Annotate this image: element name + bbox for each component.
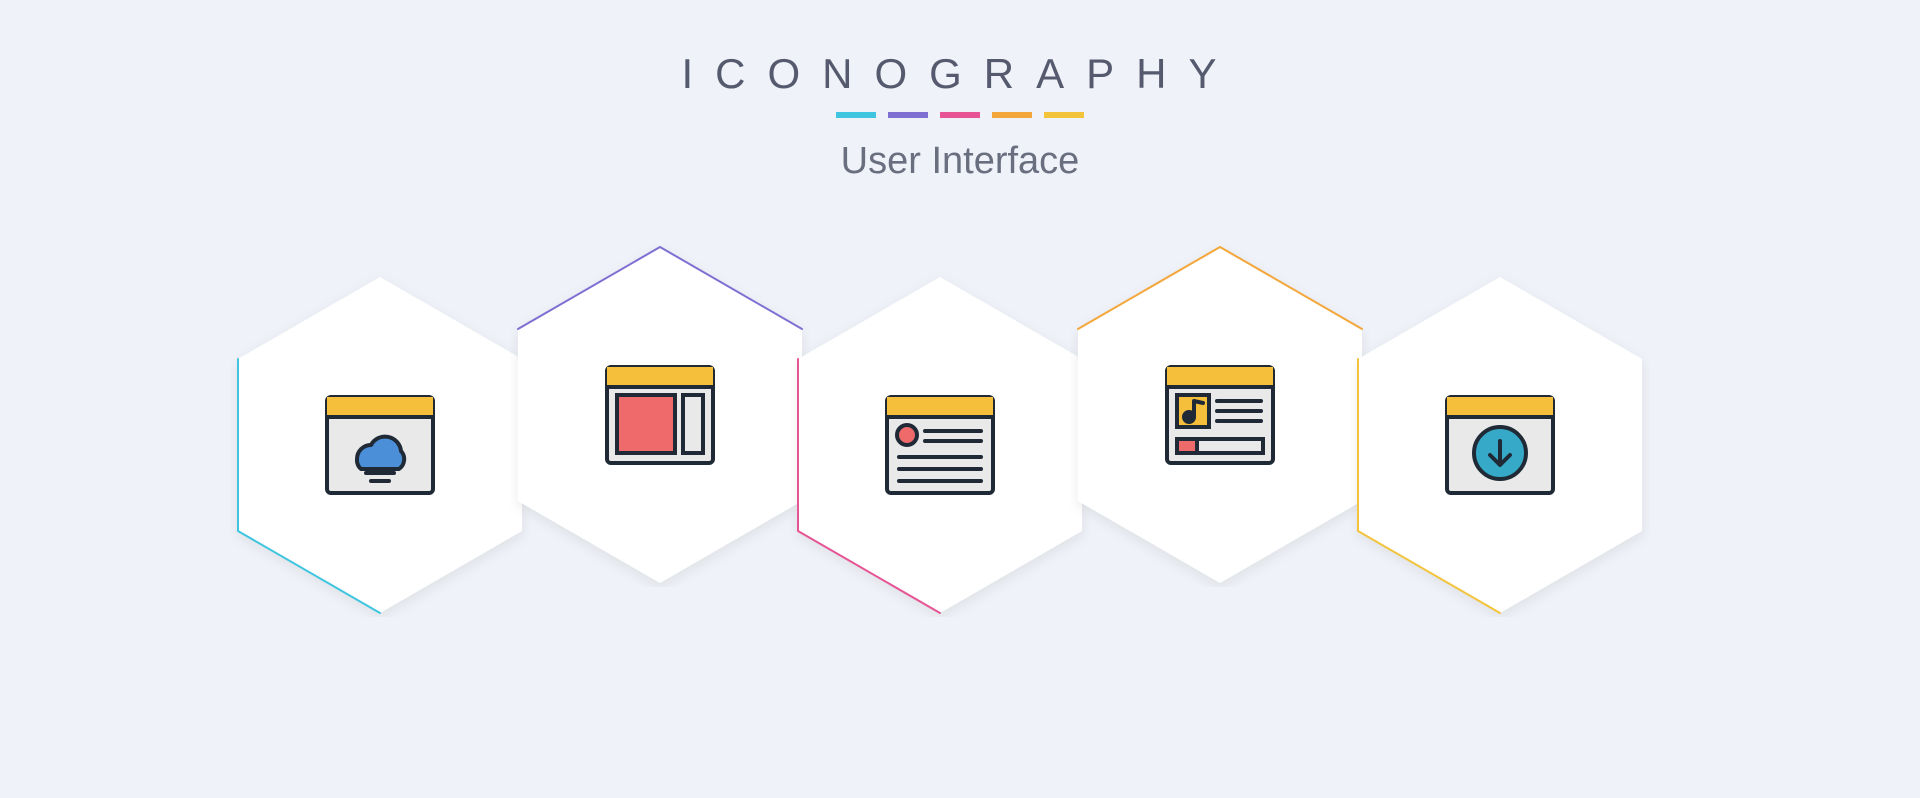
content-feed-icon (881, 391, 999, 499)
title-stripes (681, 112, 1238, 118)
hex-cloud (230, 273, 530, 617)
page-subtitle: User Interface (681, 140, 1238, 183)
music-player-icon (1161, 361, 1279, 469)
hexagon-row (230, 273, 1690, 673)
download-page-icon (1441, 391, 1559, 499)
cloud-page-icon (321, 391, 439, 499)
hex-download (1350, 273, 1650, 617)
hex-sidebar (510, 243, 810, 587)
stripe-1 (836, 112, 876, 118)
sidebar-layout-icon (601, 361, 719, 469)
stripe-4 (992, 112, 1032, 118)
hex-feed (790, 273, 1090, 617)
stripe-2 (888, 112, 928, 118)
page-title: ICONOGRAPHY (681, 50, 1238, 98)
stripe-5 (1044, 112, 1084, 118)
hex-music (1070, 243, 1370, 587)
stripe-3 (940, 112, 980, 118)
